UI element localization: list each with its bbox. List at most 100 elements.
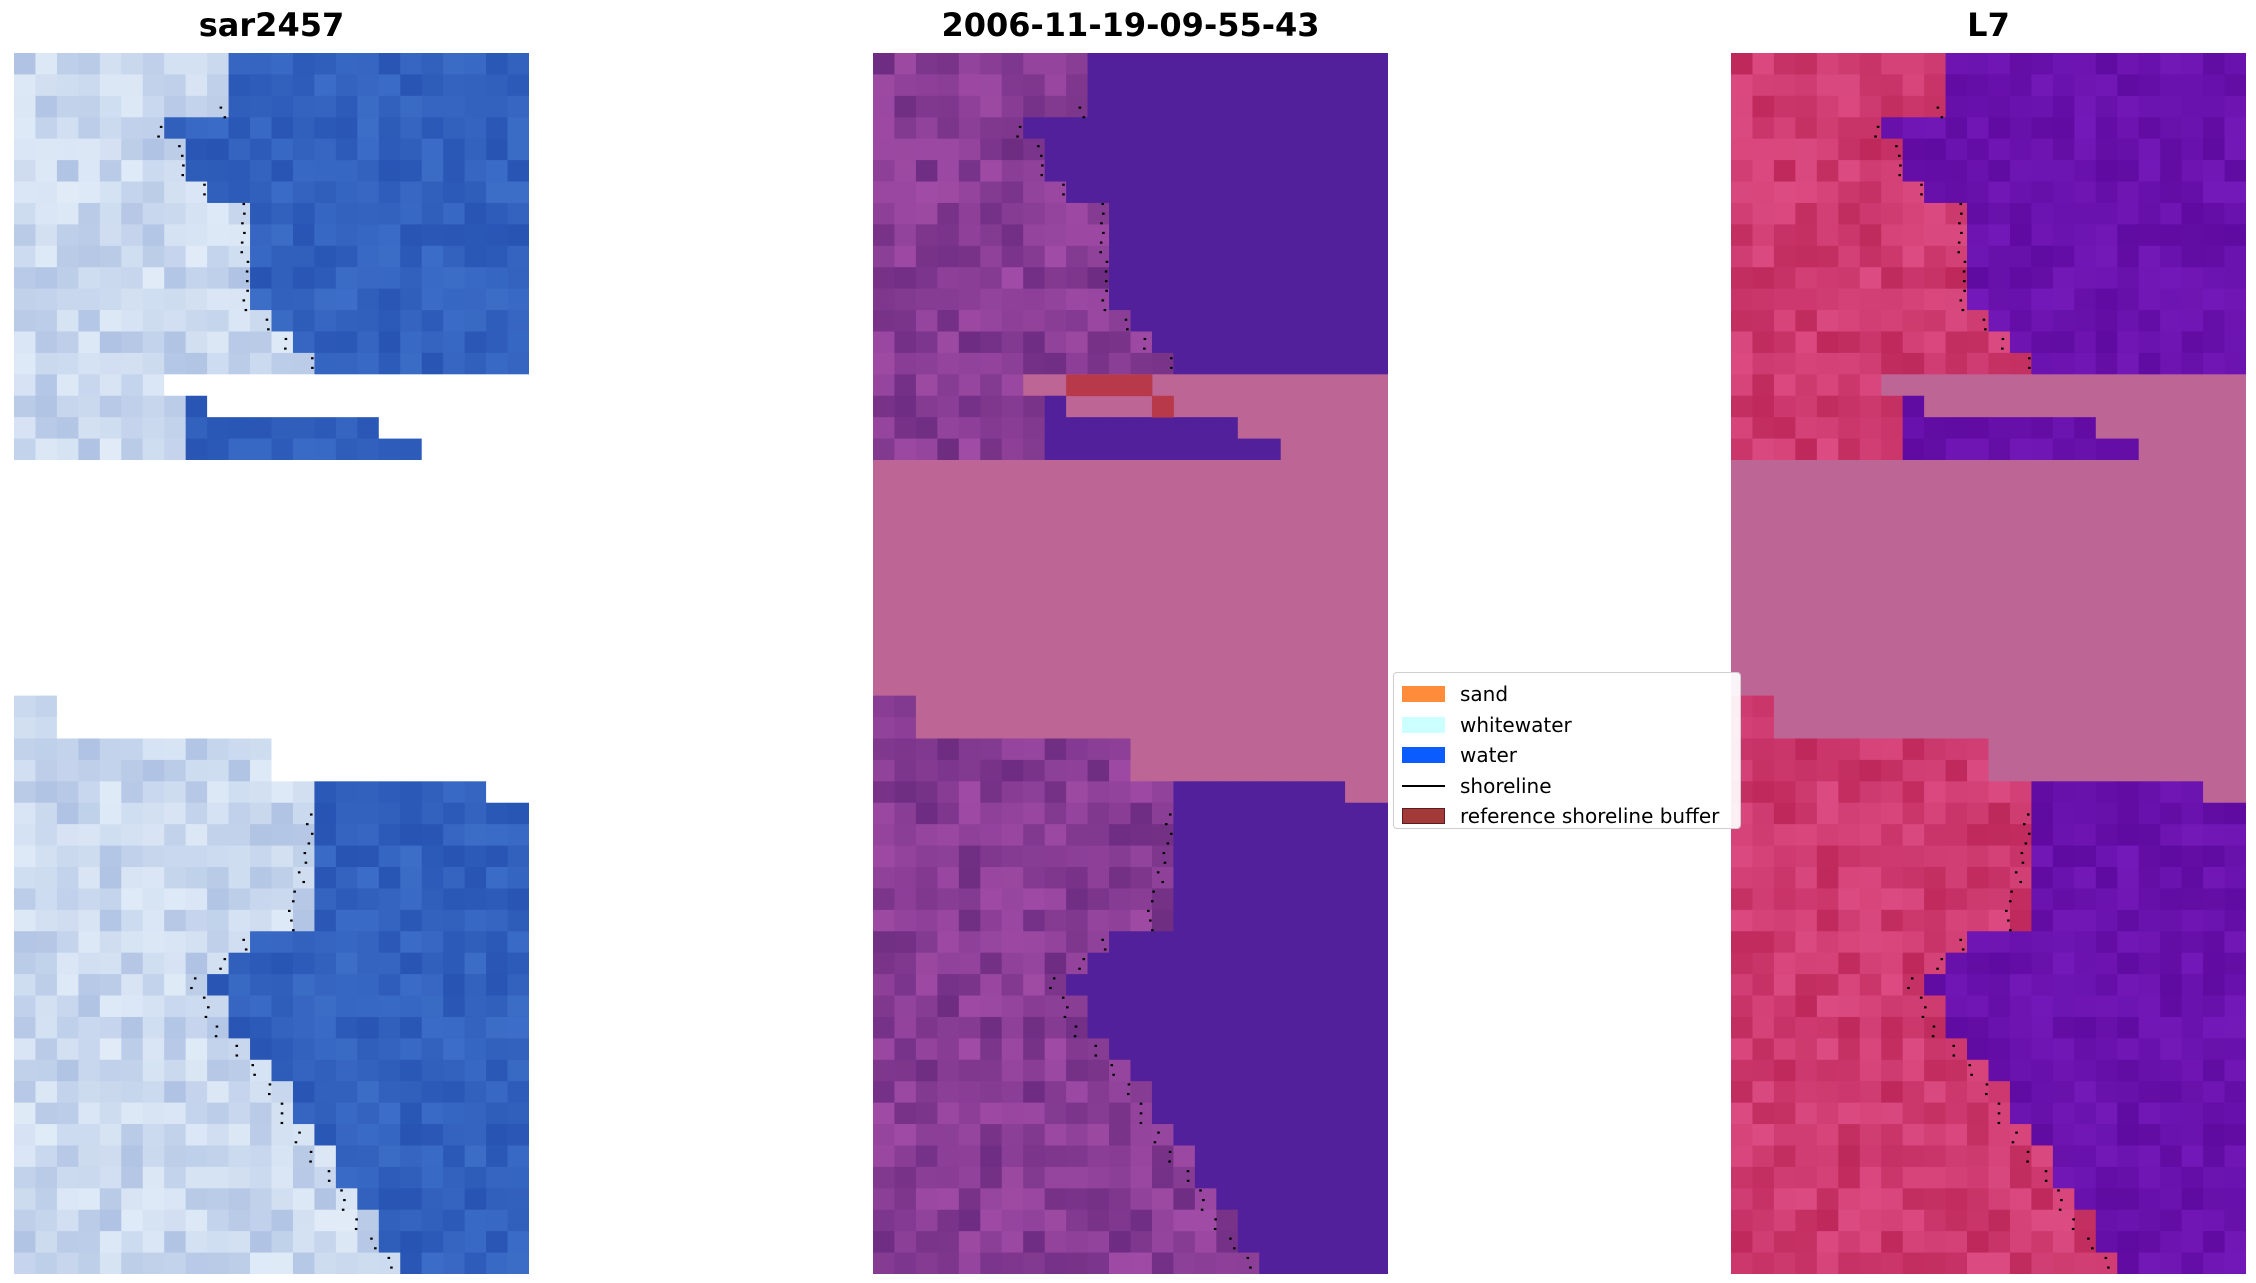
raster-pixel bbox=[421, 1038, 444, 1061]
raster-pixel bbox=[121, 1038, 144, 1061]
raster-pixel bbox=[35, 74, 58, 97]
raster-pixel bbox=[2095, 53, 2118, 75]
raster-pixel bbox=[1259, 1081, 1282, 1104]
shoreline-dot bbox=[1049, 986, 1052, 990]
raster-pixel bbox=[2138, 117, 2161, 140]
raster-pixel bbox=[250, 481, 272, 504]
raster-pixel bbox=[443, 609, 466, 632]
raster-pixel bbox=[1130, 1188, 1153, 1211]
raster-pixel bbox=[1044, 717, 1067, 739]
raster-pixel bbox=[1924, 695, 1947, 718]
shoreline-dot bbox=[1997, 1121, 2001, 1125]
raster-pixel bbox=[464, 160, 487, 182]
raster-pixel bbox=[400, 374, 423, 397]
raster-pixel bbox=[915, 352, 938, 375]
raster-pixel bbox=[1323, 1124, 1346, 1146]
raster-pixel bbox=[228, 352, 251, 375]
raster-pixel bbox=[1816, 567, 1839, 589]
raster-pixel bbox=[1881, 481, 1904, 504]
raster-pixel bbox=[1881, 1252, 1904, 1274]
raster-pixel bbox=[1259, 1231, 1282, 1254]
raster-pixel bbox=[335, 331, 358, 354]
raster-pixel bbox=[1109, 1038, 1131, 1061]
raster-pixel bbox=[1773, 888, 1796, 911]
raster-pixel bbox=[1280, 288, 1303, 311]
raster-pixel bbox=[35, 138, 58, 161]
raster-pixel bbox=[1280, 138, 1303, 161]
raster-pixel bbox=[335, 588, 358, 611]
raster-pixel bbox=[56, 74, 79, 97]
raster-pixel bbox=[1216, 224, 1239, 247]
raster-pixel bbox=[1752, 95, 1775, 118]
raster-pixel bbox=[335, 845, 358, 868]
raster-pixel bbox=[2095, 1231, 2118, 1254]
raster-pixel bbox=[1044, 567, 1067, 589]
raster-pixel bbox=[1130, 95, 1153, 118]
raster-pixel bbox=[1859, 74, 1882, 97]
raster-pixel bbox=[1816, 674, 1839, 697]
raster-pixel bbox=[400, 631, 423, 654]
raster-pixel bbox=[1109, 395, 1131, 418]
raster-pixel bbox=[421, 310, 444, 332]
raster-pixel bbox=[1237, 352, 1260, 375]
raster-pixel bbox=[1773, 588, 1796, 611]
raster-pixel bbox=[228, 1081, 251, 1104]
raster-pixel bbox=[1001, 460, 1024, 482]
shoreline-dot bbox=[307, 842, 311, 845]
raster-pixel bbox=[464, 781, 487, 804]
raster-pixel bbox=[421, 74, 444, 97]
raster-pixel bbox=[78, 952, 101, 975]
raster-pixel bbox=[873, 1188, 895, 1211]
raster-pixel bbox=[2181, 1188, 2204, 1211]
raster-pixel bbox=[486, 331, 508, 354]
raster-pixel bbox=[35, 781, 58, 804]
raster-pixel bbox=[1773, 952, 1796, 975]
raster-pixel bbox=[378, 1102, 401, 1125]
raster-pixel bbox=[1902, 53, 1925, 75]
raster-pixel bbox=[142, 1102, 165, 1125]
raster-pixel bbox=[1216, 1252, 1239, 1274]
raster-pixel bbox=[1237, 781, 1260, 804]
raster-pixel bbox=[1902, 738, 1925, 761]
raster-pixel bbox=[937, 395, 960, 418]
raster-pixel bbox=[207, 502, 230, 525]
raster-pixel bbox=[400, 1166, 423, 1189]
raster-pixel bbox=[335, 1231, 358, 1254]
raster-pixel bbox=[1967, 1188, 1989, 1211]
raster-pixel bbox=[1151, 460, 1174, 482]
raster-pixel bbox=[1259, 202, 1282, 225]
raster-pixel bbox=[207, 460, 230, 482]
raster-pixel bbox=[1323, 974, 1346, 996]
raster-pixel bbox=[271, 310, 294, 332]
raster-pixel bbox=[1001, 438, 1024, 461]
raster-pixel bbox=[1752, 181, 1775, 204]
raster-pixel bbox=[271, 695, 294, 718]
raster-pixel bbox=[185, 824, 208, 847]
raster-pixel bbox=[1066, 1102, 1089, 1125]
raster-pixel bbox=[1087, 695, 1110, 718]
raster-pixel bbox=[1151, 824, 1174, 847]
raster-pixel bbox=[357, 352, 380, 375]
raster-pixel bbox=[1902, 588, 1925, 611]
raster-pixel bbox=[486, 1188, 508, 1211]
raster-pixel bbox=[1924, 181, 1947, 204]
raster-pixel bbox=[915, 331, 938, 354]
raster-pixel bbox=[486, 674, 508, 697]
raster-pixel bbox=[1366, 1081, 1388, 1104]
raster-pixel bbox=[1323, 738, 1346, 761]
raster-pixel bbox=[228, 609, 251, 632]
shoreline-dot bbox=[1997, 1102, 2001, 1105]
raster-pixel bbox=[78, 224, 101, 247]
raster-pixel bbox=[1173, 674, 1196, 697]
raster-pixel bbox=[2224, 481, 2246, 504]
raster-pixel bbox=[228, 267, 251, 290]
raster-pixel bbox=[314, 674, 337, 697]
raster-pixel bbox=[1194, 1145, 1217, 1168]
raster-pixel bbox=[99, 995, 122, 1018]
raster-pixel bbox=[207, 674, 230, 697]
raster-pixel bbox=[357, 652, 380, 675]
raster-pixel bbox=[443, 267, 466, 290]
raster-pixel bbox=[1259, 1145, 1282, 1168]
raster-pixel bbox=[1945, 74, 1968, 97]
raster-pixel bbox=[400, 567, 423, 589]
